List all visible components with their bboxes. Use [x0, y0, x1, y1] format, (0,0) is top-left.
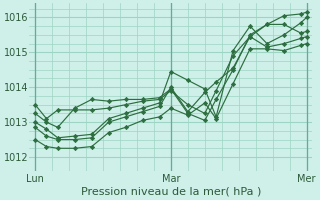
X-axis label: Pression niveau de la mer( hPa ): Pression niveau de la mer( hPa ) [81, 187, 261, 197]
